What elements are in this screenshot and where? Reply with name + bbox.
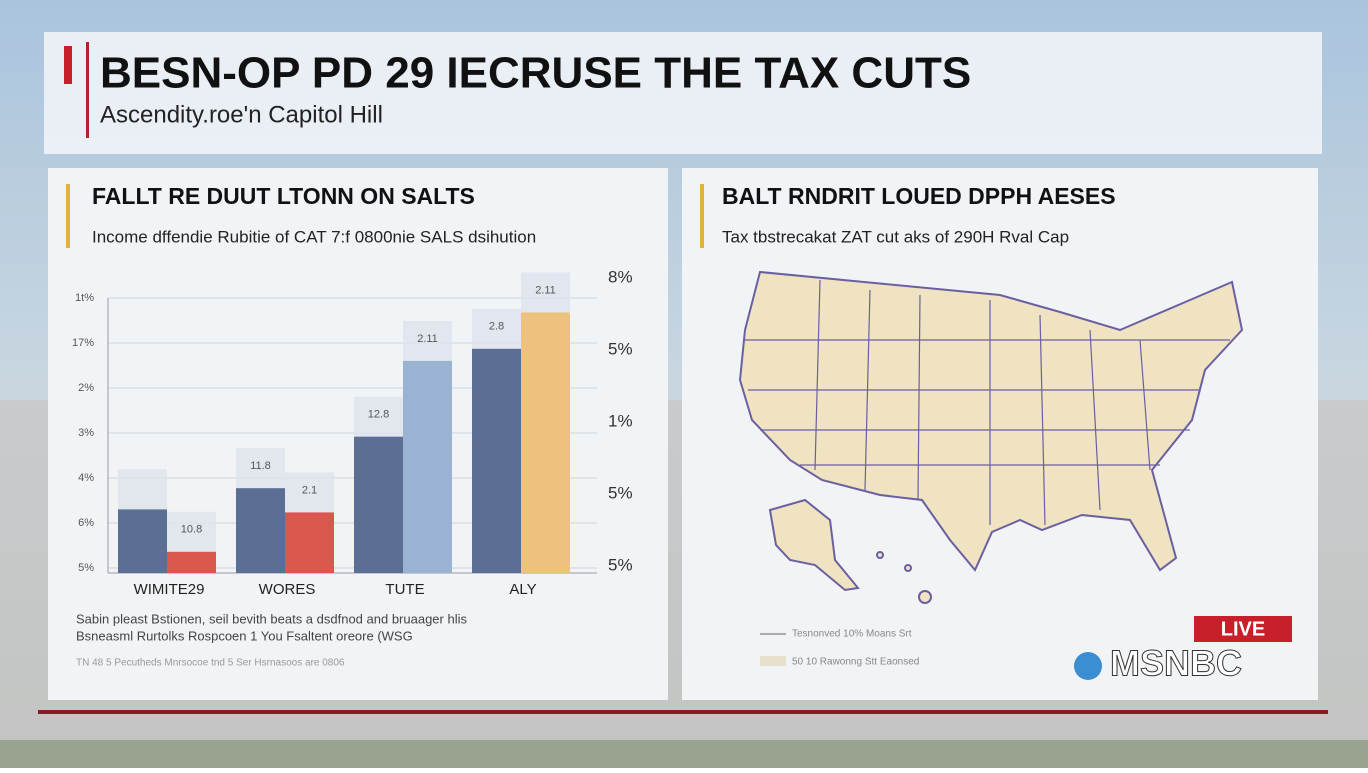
header-title: BESN-OP PD 29 IECRUSE THE TAX CUTS bbox=[100, 49, 971, 98]
header-panel bbox=[44, 32, 1322, 154]
footnote: Bsneasml Rurtolks Rospcoen 1 You Fsalten… bbox=[76, 628, 413, 643]
header-bar bbox=[86, 42, 89, 138]
bar-chart: 1t% 17% 2% 3% 4% 6% 5% 8% 5% 1% 5% 5% WIMITE29 WORES T… bbox=[72, 267, 633, 597]
bar bbox=[403, 360, 452, 573]
bar-cap bbox=[521, 272, 570, 313]
y2-axis-label: 1% bbox=[608, 411, 633, 430]
bar-cap bbox=[354, 396, 403, 437]
network-logo: MSNBC bbox=[1110, 643, 1242, 684]
right-accent bbox=[700, 184, 704, 248]
x-tick-label: WIMITE29 bbox=[134, 581, 205, 598]
header-subtitle: Ascendity.roe'n Capitol Hill bbox=[100, 101, 383, 128]
hawaii bbox=[918, 590, 932, 604]
hawaii bbox=[904, 564, 912, 572]
state-borders bbox=[745, 279, 1230, 526]
bar bbox=[118, 509, 167, 573]
legend-swatch bbox=[760, 656, 786, 666]
bar-label: 11.8 bbox=[250, 460, 271, 472]
bar bbox=[521, 312, 570, 573]
bar-label: 2.11 bbox=[535, 284, 556, 296]
bar-cap bbox=[118, 469, 167, 510]
bar-cap bbox=[472, 308, 521, 349]
bar bbox=[354, 436, 403, 573]
left-subtitle: Income dffendie Rubitie of CAT 7:f 0800n… bbox=[92, 227, 536, 246]
live-badge bbox=[1194, 616, 1292, 642]
us-map bbox=[738, 270, 1244, 604]
y-axis-label: 17% bbox=[72, 337, 94, 349]
bar bbox=[167, 551, 216, 573]
legend-text: 50 10 Rawonng Stt Eaonsed bbox=[792, 657, 919, 668]
contiguous-states bbox=[738, 270, 1244, 572]
bar bbox=[285, 512, 334, 573]
left-title: FALLT RE DUUT LTONN ON SALTS bbox=[92, 183, 475, 209]
y-axis-label: 3% bbox=[78, 427, 94, 439]
bar-label: 2.8 bbox=[489, 321, 504, 333]
bar-label: 10.8 bbox=[181, 524, 202, 536]
y-axis-label: 6% bbox=[78, 517, 94, 529]
y-axis-label: 1t% bbox=[75, 292, 94, 304]
bar-cap bbox=[403, 320, 452, 361]
live-text: LIVE bbox=[1221, 618, 1265, 640]
footnote: Sabin pleast Bstionen, seil bevith beats… bbox=[76, 611, 467, 626]
peacock-logo bbox=[1074, 652, 1102, 680]
header-accent bbox=[64, 46, 72, 84]
bar-cap bbox=[236, 448, 285, 489]
footnote: TN 48 5 Pecutheds Mnrsocoe tnd 5 Ser Hsr… bbox=[76, 658, 345, 669]
bar-label: 2.11 bbox=[417, 333, 438, 345]
trees bbox=[0, 740, 1368, 768]
y-axis-label: 5% bbox=[78, 562, 94, 574]
y-axis-label: 4% bbox=[78, 472, 94, 484]
y2-axis-label: 5% bbox=[608, 339, 633, 358]
bar bbox=[472, 348, 521, 573]
left-accent bbox=[66, 184, 70, 248]
alaska bbox=[768, 498, 860, 592]
bar bbox=[236, 488, 285, 573]
bar-label: 12.8 bbox=[368, 409, 389, 421]
y2-axis-label: 5% bbox=[608, 483, 633, 502]
y2-axis-label: 8% bbox=[608, 267, 633, 286]
legend-text: Tesnonved 10% Moans Srt bbox=[792, 629, 912, 640]
x-tick-label: TUTE bbox=[385, 581, 424, 598]
hawaii bbox=[876, 551, 884, 559]
x-tick-label: ALY bbox=[509, 581, 536, 598]
right-subtitle: Tax tbstrecakat ZAT cut aks of 290H Rval… bbox=[722, 227, 1069, 246]
x-tick-label: WORES bbox=[259, 581, 316, 598]
y2-axis-label: 5% bbox=[608, 555, 633, 574]
lower-rule bbox=[38, 710, 1328, 714]
bar-cap bbox=[167, 511, 216, 552]
y-axis-label: 2% bbox=[78, 382, 94, 394]
bar-cap bbox=[285, 472, 334, 513]
bar-label: 2.1 bbox=[302, 484, 317, 496]
right-title: BALT RNDRIT LOUED DPPH AESES bbox=[722, 183, 1116, 209]
